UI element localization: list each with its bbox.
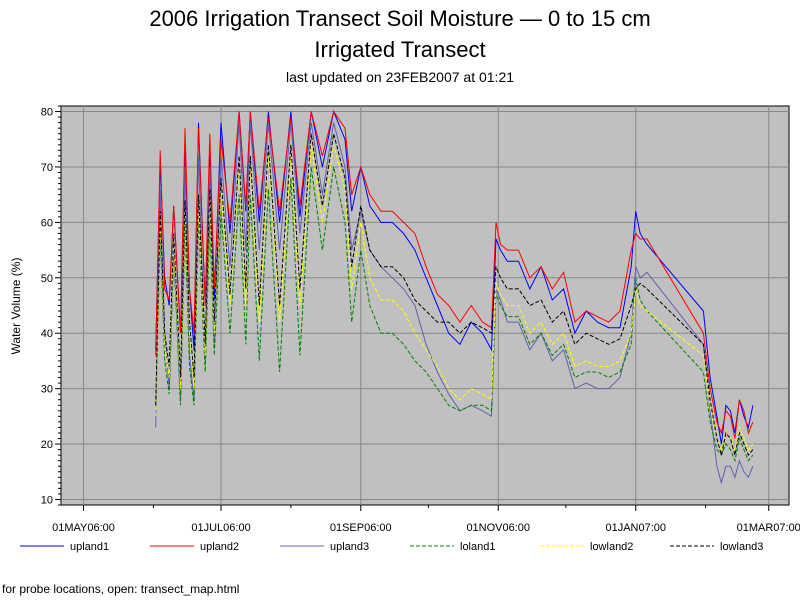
legend-label-upland1: upland1: [70, 541, 109, 553]
chart-title: 2006 Irrigation Transect Soil Moisture —…: [149, 6, 651, 31]
chart-subtitle: Irrigated Transect: [314, 37, 486, 62]
legend-label-lowland2: lowland2: [590, 541, 633, 553]
x-axis: 01MAY06:00 01JUL06:00 01SEP06:00 01NOV06:00…: [52, 505, 800, 534]
y-tick-label: 50: [41, 273, 53, 285]
series-line-loland1: [155, 166, 754, 463]
legend-label-upland3: upland3: [330, 541, 369, 553]
grid-lines: [61, 106, 789, 505]
plot-area: [60, 105, 790, 506]
y-axis-label: Water Volume (%): [9, 258, 23, 355]
series-group: [155, 109, 754, 485]
last-updated-text: last updated on 23FEB2007 at 01:21: [285, 69, 515, 85]
x-tick-label: 01JUL06:00: [191, 522, 250, 534]
x-tick-label: 01JAN07:00: [605, 522, 666, 534]
y-tick-label: 40: [41, 328, 53, 340]
x-tick-label: 01NOV06:00: [466, 522, 530, 534]
series-line-lowland3: [155, 133, 754, 457]
series-line-upland1: [155, 109, 754, 445]
y-tick-label: 30: [41, 384, 53, 396]
y-tick-label: 80: [41, 107, 53, 119]
y-tick-label: 10: [41, 494, 53, 506]
x-tick-label: 01MAY06:00: [52, 522, 115, 534]
footnote-link-text: for probe locations, open: transect_map.…: [2, 582, 240, 596]
y-tick-label: 60: [41, 217, 53, 229]
x-tick-label: 01SEP06:00: [330, 522, 392, 534]
legend-label-upland2: upland2: [200, 541, 239, 553]
chart-svg: 10 20 30 40 50 60 70 80 01MAY06:00 01JUL06:00 01S…: [9, 105, 800, 553]
legend: upland1 upland2 upland3 loland1 lowland2 lowl…: [20, 541, 763, 553]
y-tick-label: 70: [41, 162, 53, 174]
legend-label-lowland3: lowland3: [720, 541, 763, 553]
y-tick-label: 20: [41, 439, 53, 451]
y-axis: 10 20 30 40 50 60 70 80: [41, 105, 61, 506]
x-tick-label: 01MAR07:00: [737, 522, 800, 534]
legend-label-loland1: loland1: [460, 541, 495, 553]
series-line-upland2: [155, 110, 754, 439]
